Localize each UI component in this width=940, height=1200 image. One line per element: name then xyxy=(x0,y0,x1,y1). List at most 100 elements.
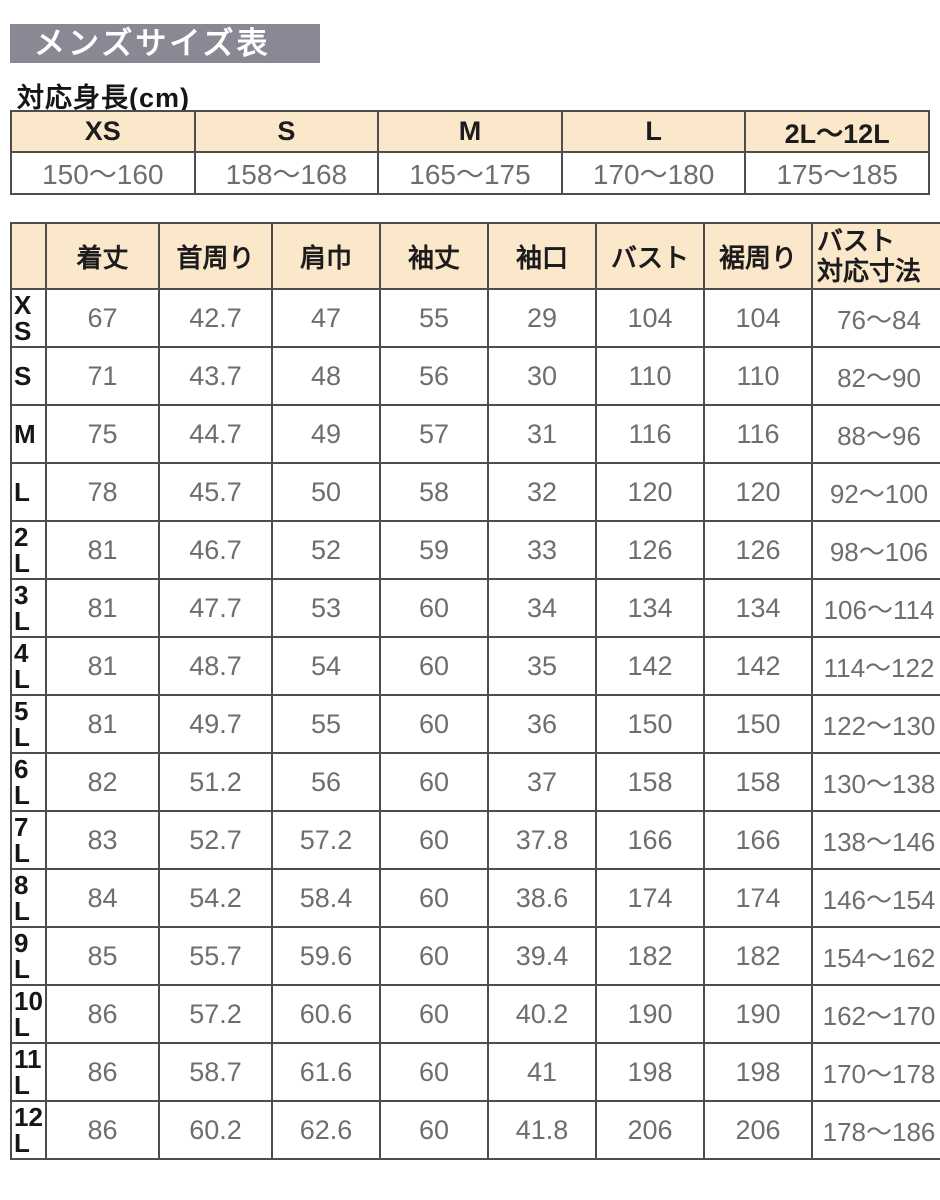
size-cell: 170〜178 xyxy=(811,1042,940,1102)
size-cell: 60 xyxy=(379,578,489,638)
size-cell: 60 xyxy=(379,636,489,696)
height-range-xs: 150〜160 xyxy=(10,151,196,195)
size-cell: 41 xyxy=(487,1042,597,1102)
size-cell: 44.7 xyxy=(158,404,273,464)
size-table-row: S 71 43.7 48 56 30 110 110 82〜90 xyxy=(10,346,940,406)
size-cell: 56 xyxy=(379,346,489,406)
size-cell: 98〜106 xyxy=(811,520,940,580)
size-table-row: M 75 44.7 49 57 31 116 116 88〜96 xyxy=(10,404,940,464)
col-bust-range: バスト 対応寸法 xyxy=(811,222,940,290)
size-row-label-6l: 6 L xyxy=(10,752,47,812)
size-cell: 53 xyxy=(271,578,381,638)
size-cell: 126 xyxy=(595,520,705,580)
size-cell: 120 xyxy=(595,462,705,522)
size-cell: 106〜114 xyxy=(811,578,940,638)
size-cell: 54.2 xyxy=(158,868,273,928)
size-cell: 88〜96 xyxy=(811,404,940,464)
size-cell: 47.7 xyxy=(158,578,273,638)
size-cell: 38.6 xyxy=(487,868,597,928)
size-cell: 122〜130 xyxy=(811,694,940,754)
size-cell: 166 xyxy=(703,810,813,870)
size-table-row: 4 L 81 48.7 54 60 35 142 142 114〜122 xyxy=(10,636,940,696)
size-cell: 116 xyxy=(595,404,705,464)
size-cell: 58.7 xyxy=(158,1042,273,1102)
size-cell: 104 xyxy=(703,288,813,348)
size-row-label-10l: 10 L xyxy=(10,984,47,1044)
size-cell: 49 xyxy=(271,404,381,464)
size-table-row: 2 L 81 46.7 52 59 33 126 126 98〜106 xyxy=(10,520,940,580)
size-cell: 86 xyxy=(45,1100,160,1160)
size-cell: 82〜90 xyxy=(811,346,940,406)
size-cell: 60 xyxy=(379,1100,489,1160)
size-row-label-3l: 3 L xyxy=(10,578,47,638)
col-body-length: 着丈 xyxy=(45,222,160,290)
size-table-row: 8 L 84 54.2 58.4 60 38.6 174 174 146〜154 xyxy=(10,868,940,928)
size-cell: 37.8 xyxy=(487,810,597,870)
size-cell: 81 xyxy=(45,694,160,754)
size-cell: 138〜146 xyxy=(811,810,940,870)
size-cell: 58.4 xyxy=(271,868,381,928)
size-cell: 46.7 xyxy=(158,520,273,580)
size-cell: 57 xyxy=(379,404,489,464)
col-shoulder: 肩巾 xyxy=(271,222,381,290)
height-table-header-row: XS S M L 2L〜12L xyxy=(10,110,930,153)
size-cell: 67 xyxy=(45,288,160,348)
height-col-m: M xyxy=(377,110,563,153)
size-cell: 190 xyxy=(703,984,813,1044)
size-row-label-m: M xyxy=(10,404,47,464)
size-cell: 71 xyxy=(45,346,160,406)
size-row-label-5l: 5 L xyxy=(10,694,47,754)
size-cell: 55 xyxy=(271,694,381,754)
size-cell: 50 xyxy=(271,462,381,522)
size-cell: 60.6 xyxy=(271,984,381,1044)
height-table: XS S M L 2L〜12L 150〜160 158〜168 165〜175 … xyxy=(10,110,930,195)
size-cell: 35 xyxy=(487,636,597,696)
size-cell: 61.6 xyxy=(271,1042,381,1102)
size-cell: 62.6 xyxy=(271,1100,381,1160)
size-cell: 60 xyxy=(379,810,489,870)
size-cell: 85 xyxy=(45,926,160,986)
height-range-2l12l: 175〜185 xyxy=(744,151,930,195)
size-cell: 198 xyxy=(595,1042,705,1102)
size-cell: 110 xyxy=(595,346,705,406)
size-cell: 206 xyxy=(703,1100,813,1160)
size-row-label-8l: 8 L xyxy=(10,868,47,928)
size-cell: 42.7 xyxy=(158,288,273,348)
size-row-label-4l: 4 L xyxy=(10,636,47,696)
size-cell: 134 xyxy=(703,578,813,638)
size-cell: 126 xyxy=(703,520,813,580)
size-cell: 166 xyxy=(595,810,705,870)
size-cell: 43.7 xyxy=(158,346,273,406)
size-cell: 92〜100 xyxy=(811,462,940,522)
size-cell: 56 xyxy=(271,752,381,812)
size-cell: 116 xyxy=(703,404,813,464)
size-cell: 52 xyxy=(271,520,381,580)
height-table-value-row: 150〜160 158〜168 165〜175 170〜180 175〜185 xyxy=(10,151,930,195)
size-cell: 162〜170 xyxy=(811,984,940,1044)
size-row-label-9l: 9 L xyxy=(10,926,47,986)
size-table-row: 12 L 86 60.2 62.6 60 41.8 206 206 178〜186 xyxy=(10,1100,940,1160)
size-cell: 60 xyxy=(379,926,489,986)
size-cell: 206 xyxy=(595,1100,705,1160)
corner-cell xyxy=(10,222,47,290)
size-table-row: 3 L 81 47.7 53 60 34 134 134 106〜114 xyxy=(10,578,940,638)
size-cell: 83 xyxy=(45,810,160,870)
size-cell: 40.2 xyxy=(487,984,597,1044)
size-cell: 39.4 xyxy=(487,926,597,986)
size-cell: 104 xyxy=(595,288,705,348)
size-cell: 142 xyxy=(595,636,705,696)
size-row-label-xs: X S xyxy=(10,288,47,348)
size-table: 着丈 首周り 肩巾 袖丈 袖口 バスト 裾周り バスト 対応寸法 X S 67 42… xyxy=(10,222,940,1160)
size-cell: 150 xyxy=(595,694,705,754)
size-cell: 86 xyxy=(45,1042,160,1102)
size-cell: 52.7 xyxy=(158,810,273,870)
size-cell: 60 xyxy=(379,868,489,928)
size-cell: 45.7 xyxy=(158,462,273,522)
size-table-row: 10 L 86 57.2 60.6 60 40.2 190 190 162〜170 xyxy=(10,984,940,1044)
size-cell: 158 xyxy=(703,752,813,812)
size-table-row: 5 L 81 49.7 55 60 36 150 150 122〜130 xyxy=(10,694,940,754)
size-row-label-12l: 12 L xyxy=(10,1100,47,1160)
size-cell: 55.7 xyxy=(158,926,273,986)
size-row-label-7l: 7 L xyxy=(10,810,47,870)
